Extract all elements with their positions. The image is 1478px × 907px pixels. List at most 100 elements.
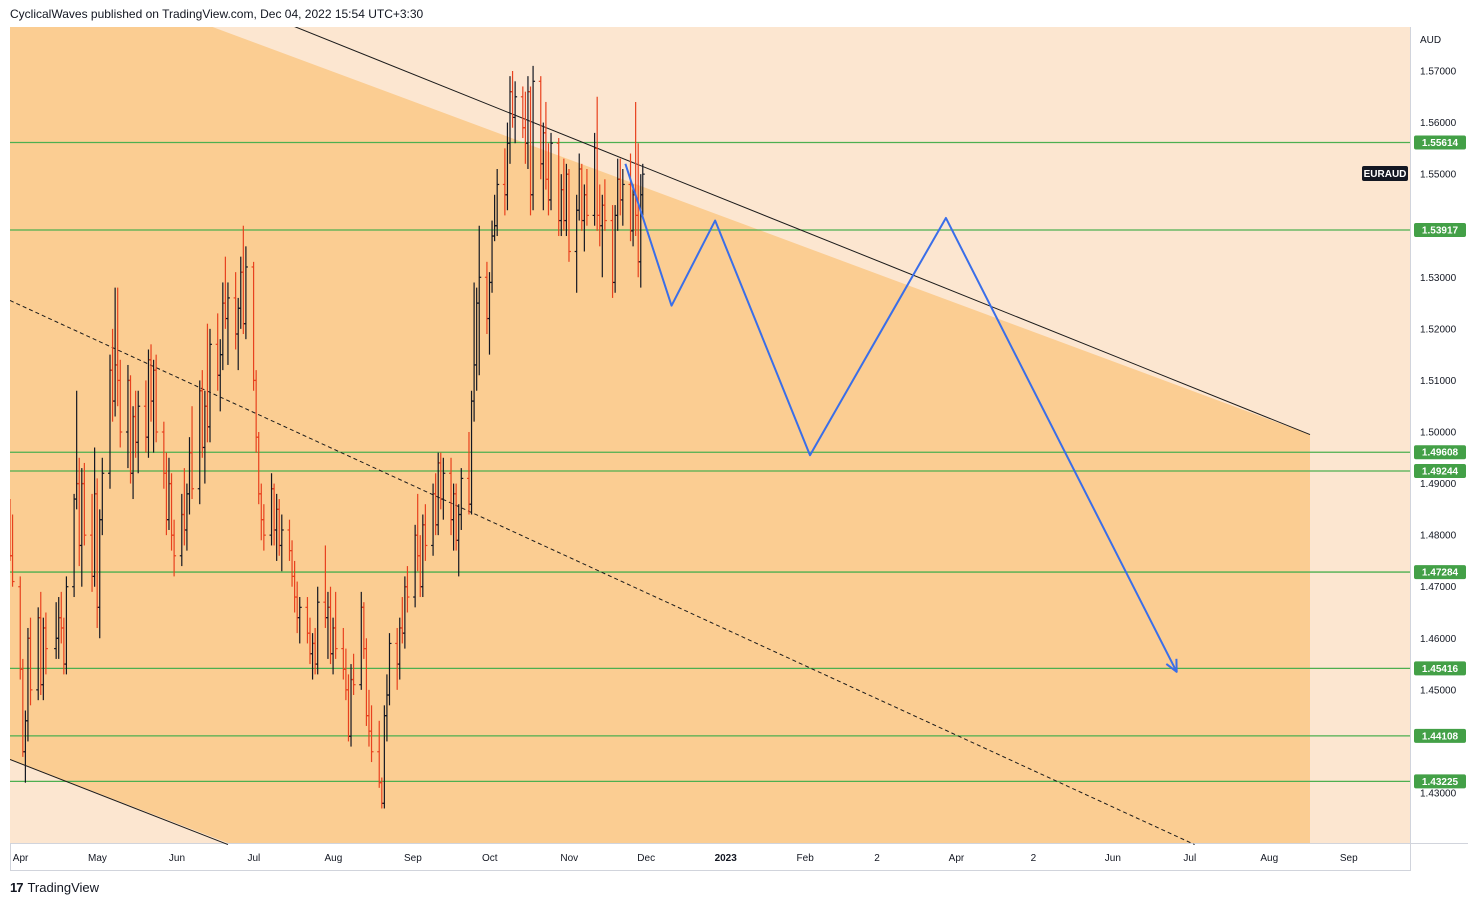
ohlc-bar xyxy=(351,653,356,696)
symbol-label-group: EURAUD xyxy=(1362,166,1408,181)
ohlc-bar xyxy=(261,504,266,551)
price-tick-label: 1.56000 xyxy=(1420,118,1457,129)
ohlc-bar xyxy=(208,328,212,443)
time-tick-label: Apr xyxy=(13,853,29,864)
time-tick-label: Sep xyxy=(404,853,422,864)
price-tick-label: 1.55000 xyxy=(1420,170,1457,181)
footer: 17 TradingView xyxy=(10,880,99,895)
footer-brand: TradingView xyxy=(27,880,100,895)
ohlc-bar xyxy=(441,457,446,520)
time-tick-label: Aug xyxy=(324,853,342,864)
level-label-bg xyxy=(1414,463,1466,478)
symbol-label-bg xyxy=(1362,166,1408,181)
price-axis-currency: AUD xyxy=(1420,35,1441,46)
ohlc-bar xyxy=(172,519,177,577)
ohlc-bar xyxy=(387,633,392,706)
price-tick-label: 1.49000 xyxy=(1420,479,1457,490)
ohlc-bar xyxy=(10,514,15,587)
price-tick-label: 1.52000 xyxy=(1420,324,1457,335)
ohlc-bar xyxy=(243,246,248,340)
ohlc-bar xyxy=(100,457,105,536)
time-tick-label: 2 xyxy=(1031,853,1037,864)
ohlc-bar xyxy=(549,132,554,211)
ohlc-bar xyxy=(640,163,645,216)
publish-header: CyclicalWaves published on TradingView.c… xyxy=(10,7,424,21)
price-tick-label: 1.46000 xyxy=(1420,634,1457,645)
ohlc-bar xyxy=(279,514,284,572)
ohlc-bar xyxy=(405,566,410,613)
level-label-bg xyxy=(1414,445,1466,460)
level-label-bg xyxy=(1414,661,1466,676)
ohlc-bar xyxy=(43,612,48,675)
ohlc-bar xyxy=(136,390,141,474)
channel-upper-line xyxy=(294,27,1311,436)
ohlc-bars xyxy=(10,65,645,809)
ohlc-bar xyxy=(423,504,428,561)
time-tick-label: Feb xyxy=(797,853,815,864)
price-tick-label: 1.50000 xyxy=(1420,428,1457,439)
time-tick-label: Nov xyxy=(560,853,578,864)
time-tick-label: Sep xyxy=(1340,853,1358,864)
level-label: 1.44108 xyxy=(1422,731,1459,742)
time-tick-label: Jun xyxy=(169,853,185,864)
ohlc-bar xyxy=(566,168,571,262)
ohlc-bar xyxy=(620,168,625,226)
price-tick-label: 1.48000 xyxy=(1420,531,1457,542)
time-tick-label: Aug xyxy=(1260,853,1278,864)
level-label: 1.55614 xyxy=(1422,138,1459,149)
projection-arrow-head xyxy=(1165,658,1178,673)
time-tick-label: Jul xyxy=(1183,853,1196,864)
ohlc-bar xyxy=(513,81,518,144)
time-tick-label: Apr xyxy=(949,853,965,864)
chart-svg[interactable]: AUD 1.55614 1.53917 1.49608 1.49244 1.47284 1… xyxy=(10,27,1468,871)
ohlc-bar xyxy=(297,597,302,644)
tradingview-logo-icon: 17 xyxy=(10,880,24,895)
ohlc-bar xyxy=(459,468,464,530)
price-tick-label: 1.51000 xyxy=(1420,376,1457,387)
projection-line xyxy=(624,163,1178,673)
price-tick-label: 1.57000 xyxy=(1420,67,1457,78)
price-tick-label: 1.47000 xyxy=(1420,582,1457,593)
time-tick-label: Jun xyxy=(1105,853,1121,864)
price-tick-label: 1.45000 xyxy=(1420,685,1457,696)
time-tick-label: May xyxy=(88,853,107,864)
projection-path xyxy=(624,163,1178,673)
ohlc-bar xyxy=(477,225,482,376)
ohlc-bar xyxy=(369,705,374,763)
price-tick-label: 1.53000 xyxy=(1420,273,1457,284)
level-label: 1.49244 xyxy=(1422,466,1459,477)
ohlc-bar xyxy=(225,282,230,365)
level-label-bg xyxy=(1414,222,1466,237)
chart-background xyxy=(10,27,1468,871)
channel-fill xyxy=(10,27,1310,843)
price-tick-label: 1.43000 xyxy=(1420,789,1457,800)
level-label: 1.49608 xyxy=(1422,448,1459,459)
level-label: 1.43225 xyxy=(1422,777,1459,788)
level-label-bg xyxy=(1414,774,1466,789)
level-label: 1.53917 xyxy=(1422,225,1459,236)
time-axis: Apr May Jun Jul Aug Sep Oct Nov Dec 2023 Feb 2 Apr 2 J… xyxy=(13,853,1358,864)
ohlc-bar xyxy=(118,359,123,448)
ohlc-bar xyxy=(531,65,536,211)
ohlc-bar xyxy=(602,179,607,231)
ohlc-bar xyxy=(154,354,159,443)
ohlc-bar xyxy=(190,406,195,500)
ohlc-bar xyxy=(333,591,338,659)
ohlc-bar xyxy=(28,617,33,706)
ohlc-bar xyxy=(584,168,589,226)
level-label-bg xyxy=(1414,135,1466,150)
time-tick-label: Dec xyxy=(637,853,655,864)
time-tick-label: 2 xyxy=(874,853,880,864)
ohlc-bar xyxy=(82,462,87,546)
price-axis: AUD 1.55614 1.53917 1.49608 1.49244 1.47284 1… xyxy=(1414,35,1466,800)
time-tick-label: Jul xyxy=(247,853,260,864)
level-label: 1.47284 xyxy=(1422,568,1459,579)
symbol-label: EURAUD xyxy=(1364,169,1407,180)
level-label-bg xyxy=(1414,728,1466,743)
time-tick-label: 2023 xyxy=(715,853,738,864)
channel-lower-line xyxy=(10,759,229,846)
time-tick-label: Oct xyxy=(482,853,498,864)
ohlc-bar xyxy=(315,586,320,675)
level-label: 1.45416 xyxy=(1422,664,1459,675)
level-label-bg xyxy=(1414,565,1466,580)
